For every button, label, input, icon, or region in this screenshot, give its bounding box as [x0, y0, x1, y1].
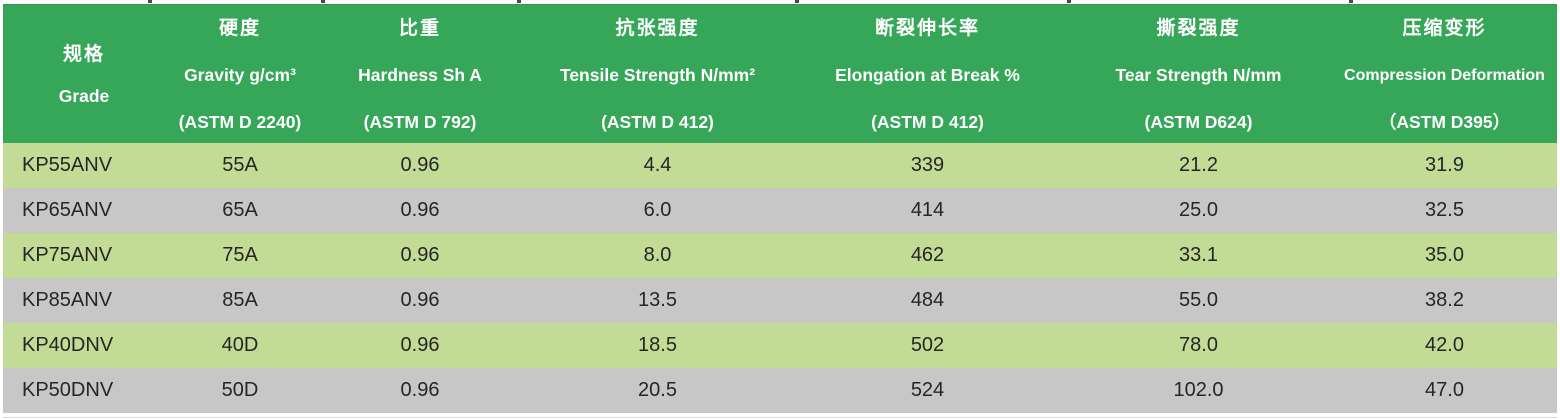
header-cell-elongation: 断裂伸长率 Elongation at Break % (ASTM D 412) [790, 5, 1065, 143]
cell-elongation: 502 [790, 323, 1065, 368]
header-astm-label: (ASTM D 412) [871, 111, 984, 132]
cell-compression-deformation: 38.2 [1332, 278, 1557, 323]
header-cell-specific-gravity: 比重 Hardness Sh A (ASTM D 792) [315, 5, 525, 143]
header-astm-label: (ASTM D 412) [601, 111, 714, 132]
header-cell-tensile-strength: 抗张强度 Tensile Strength N/mm² (ASTM D 412) [525, 5, 790, 143]
column-header-specific-gravity: 比重 Hardness Sh A (ASTM D 792) [315, 4, 525, 143]
header-cell-compression-deformation: 压缩变形 Compression Deformation （ASTM D395） [1332, 5, 1557, 143]
cell-tensile-strength: 20.5 [525, 368, 790, 413]
header-zh-label: 规格 [62, 43, 105, 65]
cell-tear-strength: 102.0 [1065, 368, 1332, 413]
table-row: KP50DNV 50D 0.96 20.5 524 102.0 47.0 [3, 368, 1557, 413]
table-row: KP85ANV 85A 0.96 13.5 484 55.0 38.2 [3, 278, 1557, 323]
cell-tensile-strength: 13.5 [525, 278, 790, 323]
cell-grade: KP65ANV [3, 188, 165, 233]
cell-hardness: 65A [165, 188, 315, 233]
crop-tick [1067, 0, 1071, 3]
column-header-compression-deformation: 压缩变形 Compression Deformation （ASTM D395） [1332, 4, 1557, 143]
cell-tensile-strength: 18.5 [525, 323, 790, 368]
cell-elongation: 339 [790, 143, 1065, 188]
cell-tensile-strength: 4.4 [525, 143, 790, 188]
header-cell-hardness: 硬度 Gravity g/cm³ (ASTM D 2240) [165, 5, 315, 143]
material-properties-table: 规格 Grade 硬度 Gravity g/cm³ (ASTM D 2240) [3, 4, 1557, 413]
crop-tick [148, 0, 152, 3]
cell-hardness: 55A [165, 143, 315, 188]
header-row: 规格 Grade 硬度 Gravity g/cm³ (ASTM D 2240) [3, 4, 1557, 143]
cell-compression-deformation: 32.5 [1332, 188, 1557, 233]
column-header-tensile-strength: 抗张强度 Tensile Strength N/mm² (ASTM D 412) [525, 4, 790, 143]
header-en-label: Tear Strength N/mm [1115, 65, 1282, 85]
header-zh-label: 压缩变形 [1402, 18, 1487, 39]
cell-specific-gravity: 0.96 [315, 368, 525, 413]
cell-tear-strength: 33.1 [1065, 233, 1332, 278]
cell-tensile-strength: 8.0 [525, 233, 790, 278]
header-cell-grade: 规格 Grade [3, 5, 165, 143]
table-row: KP65ANV 65A 0.96 6.0 414 25.0 32.5 [3, 188, 1557, 233]
header-zh-label: 断裂伸长率 [874, 18, 980, 39]
header-astm-label: (ASTM D 792) [363, 111, 477, 132]
header-en-label: Gravity g/cm³ [184, 65, 296, 85]
table-bottom-shadow [3, 417, 1557, 418]
cell-elongation: 524 [790, 368, 1065, 413]
cell-grade: KP85ANV [3, 278, 165, 323]
material-properties-table-wrap: 规格 Grade 硬度 Gravity g/cm³ (ASTM D 2240) [3, 4, 1557, 413]
crop-tick [1349, 0, 1353, 3]
header-en-label: Tensile Strength N/mm² [559, 65, 756, 85]
table-body: KP55ANV 55A 0.96 4.4 339 21.2 31.9 KP65A… [3, 143, 1557, 413]
table-header: 规格 Grade 硬度 Gravity g/cm³ (ASTM D 2240) [3, 4, 1557, 143]
cell-grade: KP50DNV [3, 368, 165, 413]
header-en-label: Grade [58, 85, 110, 106]
header-en-label: Compression Deformation [1344, 66, 1545, 84]
cell-tear-strength: 21.2 [1065, 143, 1332, 188]
header-zh-label: 硬度 [218, 18, 261, 39]
cell-hardness: 75A [165, 233, 315, 278]
header-astm-label: (ASTM D 2240) [178, 111, 302, 132]
table-row: KP40DNV 40D 0.96 18.5 502 78.0 42.0 [3, 323, 1557, 368]
table-row: KP75ANV 75A 0.96 8.0 462 33.1 35.0 [3, 233, 1557, 278]
column-header-grade: 规格 Grade [3, 4, 165, 143]
header-astm-label: （ASTM D395） [1378, 111, 1511, 132]
header-zh-label: 比重 [398, 18, 441, 39]
cell-tear-strength: 25.0 [1065, 188, 1332, 233]
header-zh-label: 撕裂强度 [1156, 18, 1241, 39]
cell-specific-gravity: 0.96 [315, 233, 525, 278]
header-zh-label: 抗张强度 [615, 18, 700, 39]
header-astm-label: (ASTM D624) [1144, 111, 1253, 132]
cell-specific-gravity: 0.96 [315, 143, 525, 188]
cell-tear-strength: 55.0 [1065, 278, 1332, 323]
cell-compression-deformation: 31.9 [1332, 143, 1557, 188]
cell-tear-strength: 78.0 [1065, 323, 1332, 368]
column-header-tear-strength: 撕裂强度 Tear Strength N/mm (ASTM D624) [1065, 4, 1332, 143]
cell-compression-deformation: 42.0 [1332, 323, 1557, 368]
cell-elongation: 414 [790, 188, 1065, 233]
cell-specific-gravity: 0.96 [315, 323, 525, 368]
header-en-label: Elongation at Break % [835, 65, 1020, 85]
header-en-label: Hardness Sh A [358, 65, 482, 85]
crop-tick [321, 0, 325, 3]
cell-hardness: 40D [165, 323, 315, 368]
cell-grade: KP55ANV [3, 143, 165, 188]
cell-elongation: 462 [790, 233, 1065, 278]
cell-specific-gravity: 0.96 [315, 278, 525, 323]
column-header-elongation: 断裂伸长率 Elongation at Break % (ASTM D 412) [790, 4, 1065, 143]
cell-grade: KP40DNV [3, 323, 165, 368]
header-cell-tear-strength: 撕裂强度 Tear Strength N/mm (ASTM D624) [1065, 5, 1332, 143]
crop-tick [795, 0, 799, 3]
column-header-hardness: 硬度 Gravity g/cm³ (ASTM D 2240) [165, 4, 315, 143]
table-row: KP55ANV 55A 0.96 4.4 339 21.2 31.9 [3, 143, 1557, 188]
cell-compression-deformation: 47.0 [1332, 368, 1557, 413]
cell-grade: KP75ANV [3, 233, 165, 278]
cell-specific-gravity: 0.96 [315, 188, 525, 233]
cell-hardness: 50D [165, 368, 315, 413]
cell-elongation: 484 [790, 278, 1065, 323]
cell-hardness: 85A [165, 278, 315, 323]
cell-tensile-strength: 6.0 [525, 188, 790, 233]
crop-tick [517, 0, 521, 3]
cell-compression-deformation: 35.0 [1332, 233, 1557, 278]
